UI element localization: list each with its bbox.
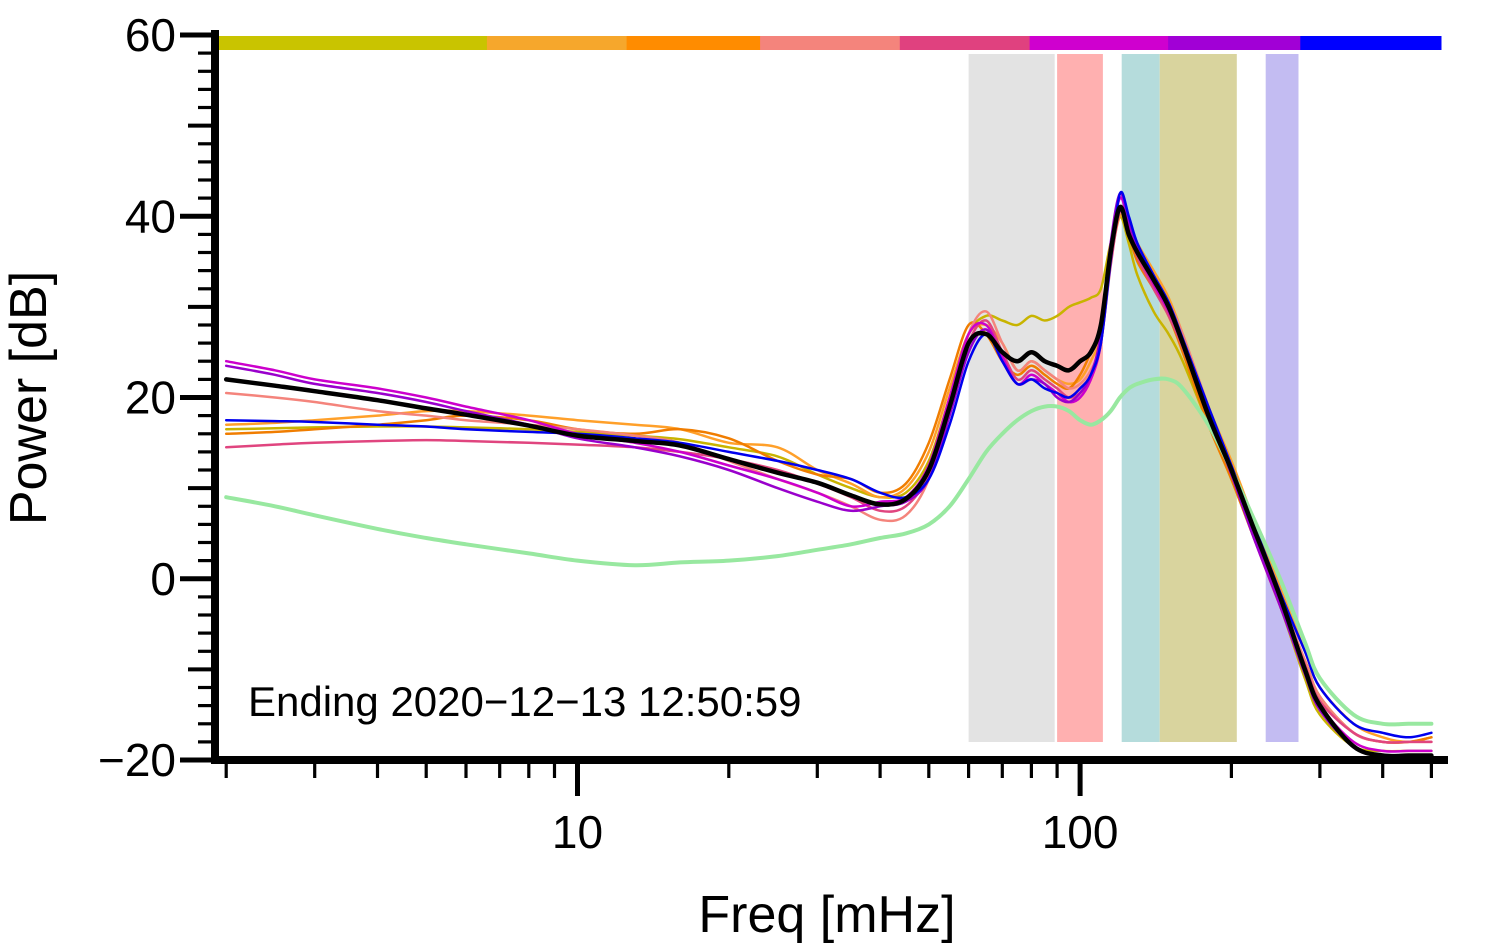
colorbar-segment-5 [1029, 36, 1170, 50]
tick-labels: −20 0 20 40 60 10 100 [98, 9, 1119, 858]
ending-timestamp: Ending 2020−12−13 12:50:59 [248, 678, 802, 725]
colorbar-segment-0 [215, 36, 489, 50]
x-tick-label: 100 [1042, 806, 1119, 858]
series-spectrum-mean-black [223, 204, 1434, 759]
x-tick-label: 10 [552, 806, 603, 858]
y-tick-label: 20 [125, 372, 176, 424]
axes [180, 30, 1448, 796]
colorbar-segment-2 [626, 36, 762, 50]
y-tick-label: −20 [98, 734, 176, 786]
frequency-bands [968, 54, 1299, 742]
colorbar-segment-6 [1168, 36, 1302, 50]
series-spectrum-palegreen [224, 376, 1434, 727]
series-spectrum-yellowgreen [224, 215, 1433, 753]
band-gray [968, 54, 1055, 742]
colorbar-segment-4 [899, 36, 1032, 50]
y-axis-label: Power [dB] [0, 271, 58, 525]
time-colorbar [215, 36, 1442, 50]
series-spectrum-blue [224, 190, 1433, 739]
x-axis-label: Freq [mHz] [698, 886, 955, 944]
colorbar-segment-3 [760, 36, 902, 50]
spectra-lines [223, 190, 1434, 759]
series-spectrum-purple [224, 192, 1433, 758]
y-tick-label: 40 [125, 190, 176, 242]
colorbar-segment-1 [486, 36, 629, 50]
y-tick-label: 60 [125, 9, 176, 61]
y-tick-label: 0 [150, 553, 176, 605]
band-teal [1121, 54, 1160, 742]
colorbar-segment-7 [1300, 36, 1442, 50]
